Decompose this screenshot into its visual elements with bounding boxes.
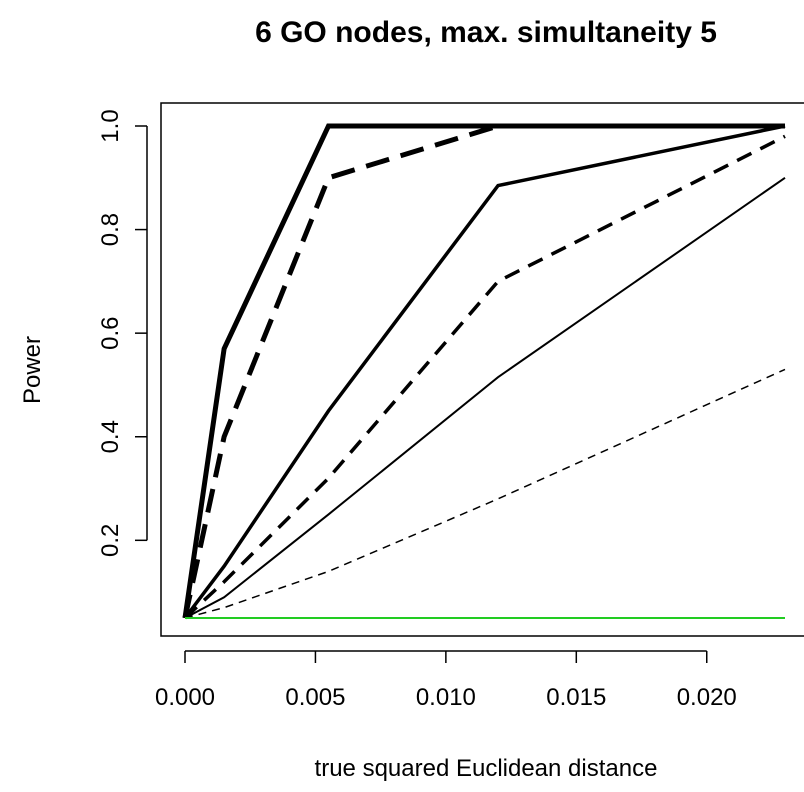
y-axis-label: Power — [19, 336, 46, 404]
x-tick-label: 0.020 — [677, 684, 737, 711]
plot-area-box — [160, 102, 804, 637]
y-tick-label: 1.0 — [97, 109, 124, 142]
y-tick-label: 0.6 — [97, 316, 124, 349]
series-layer — [182, 123, 786, 620]
x-tick-label: 0.010 — [416, 684, 476, 711]
x-tick-label: 0.015 — [546, 684, 606, 711]
y-tick-label: 0.2 — [97, 524, 124, 557]
x-tick-label: 0.005 — [285, 684, 345, 711]
series-line-1 — [182, 123, 785, 619]
series-line-6 — [184, 368, 786, 619]
chart-title: 6 GO nodes, max. simultaneity 5 — [255, 16, 717, 49]
y-tick-label: 0.4 — [97, 420, 124, 453]
x-axis: 0.000 0.005 0.010 0.015 0.020 — [155, 650, 737, 711]
series-line-2 — [182, 123, 785, 619]
x-tick-label: 0.000 — [155, 684, 215, 711]
x-axis-label: true squared Euclidean distance — [315, 755, 658, 782]
series-line-5 — [184, 176, 786, 619]
series-line-4 — [183, 134, 786, 620]
y-tick-label: 0.8 — [97, 213, 124, 246]
y-axis: 0.2 0.4 0.6 0.8 1.0 — [97, 109, 148, 557]
series-line-3 — [183, 124, 786, 620]
